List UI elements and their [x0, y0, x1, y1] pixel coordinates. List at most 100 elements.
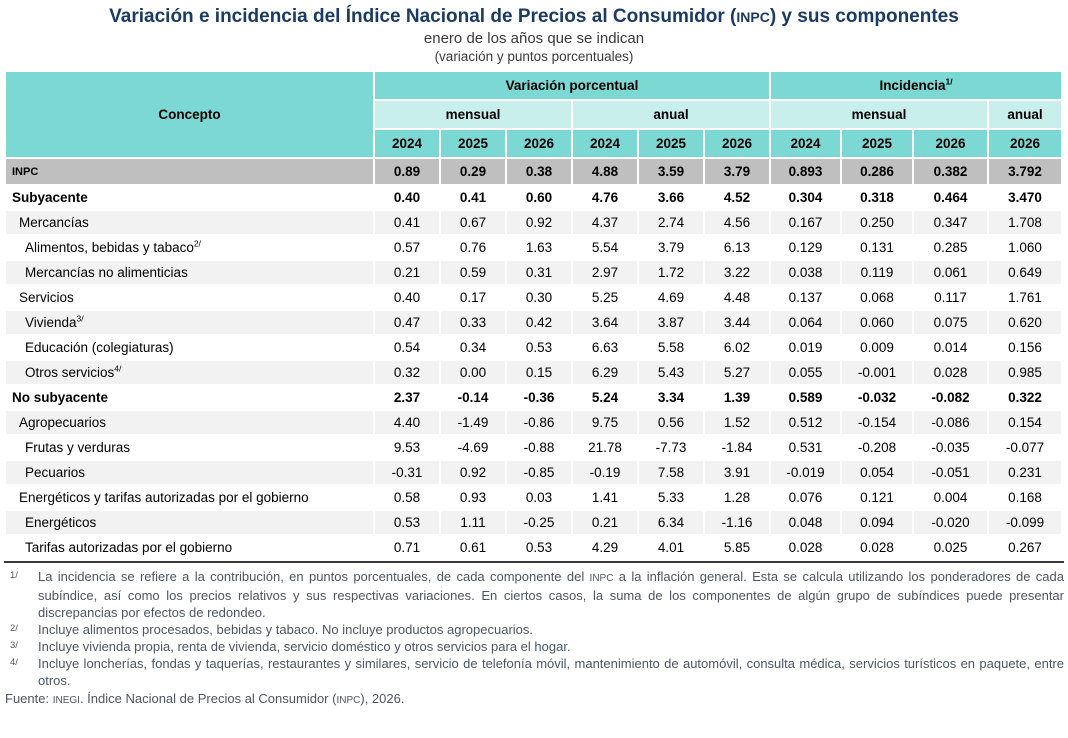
header-mensual-incidencia: mensual [771, 101, 987, 128]
cell-value: -0.051 [914, 461, 987, 484]
subtitle-period: enero de los años que se indican [423, 30, 645, 47]
cell-value: 0.29 [441, 159, 505, 184]
cell-value: 0.028 [914, 361, 987, 384]
cell-value: 0.131 [842, 236, 912, 259]
cell-value: 5.85 [705, 536, 769, 559]
cell-value: 0.34 [441, 336, 505, 359]
cell-value: 21.78 [573, 436, 637, 459]
cell-value: 1.708 [989, 211, 1061, 234]
cell-value: 0.33 [441, 311, 505, 334]
cell-value: -0.082 [914, 386, 987, 409]
cell-value: -0.86 [507, 411, 571, 434]
cell-value: 0.038 [771, 261, 840, 284]
cell-value: -0.88 [507, 436, 571, 459]
header-year: 2024 [375, 130, 439, 157]
header-year: 2025 [639, 130, 703, 157]
cell-value: 0.137 [771, 286, 840, 309]
cell-value: -1.16 [705, 511, 769, 534]
cell-value: 7.58 [639, 461, 703, 484]
cell-value: -0.85 [507, 461, 571, 484]
header-variacion-label: Variación porcentual [505, 78, 639, 93]
title-text-end: ) y sus componentes [769, 6, 959, 27]
header-year: 2026 [705, 130, 769, 157]
cell-value: 4.69 [639, 286, 703, 309]
table-row-vivienda: Vivienda3/ 0.47 0.33 0.42 3.64 3.87 3.44… [6, 311, 1061, 334]
cell-value: 0.56 [639, 411, 703, 434]
row-label: Vivienda [25, 315, 77, 330]
cell-value: 0.57 [375, 236, 439, 259]
cell-value: -0.154 [842, 411, 912, 434]
cell-value: 6.29 [573, 361, 637, 384]
cell-value: 1.060 [989, 236, 1061, 259]
cell-value: 3.34 [639, 386, 703, 409]
cell-value: 3.59 [639, 159, 703, 184]
cell-value: 0.47 [375, 311, 439, 334]
cell-value: 1.761 [989, 286, 1061, 309]
header-subgroup-row: mensual anual mensual anual [6, 101, 1061, 128]
cell-value: 0.531 [771, 436, 840, 459]
footnote-2: 2/Incluye alimentos procesados, bebidas … [4, 621, 1064, 638]
table-row-servicios: Servicios 0.40 0.17 0.30 5.25 4.69 4.48 … [6, 286, 1061, 309]
source-line: Fuente: INEGI. Índice Nacional de Precio… [4, 690, 1064, 709]
cell-value: 3.64 [573, 311, 637, 334]
cell-value: 0.048 [771, 511, 840, 534]
cell-value: 0.347 [914, 211, 987, 234]
cell-value: 0.464 [914, 186, 987, 209]
row-label: Tarifas autorizadas por el gobierno [25, 540, 233, 555]
cell-value: -0.099 [989, 511, 1061, 534]
cell-value: 0.094 [842, 511, 912, 534]
table-row-no-subyacente: No subyacente 2.37 -0.14 -0.36 5.24 3.34… [6, 386, 1061, 409]
table-row-energeticos: Energéticos 0.53 1.11 -0.25 0.21 6.34 -1… [6, 511, 1061, 534]
cell-value: 3.792 [989, 159, 1061, 184]
footnote-2-text: Incluye alimentos procesados, bebidas y … [38, 622, 534, 637]
cell-value: 0.71 [375, 536, 439, 559]
cell-value: 6.63 [573, 336, 637, 359]
title-acronym-inpc: INPC [736, 9, 770, 25]
cell-value: 0.119 [842, 261, 912, 284]
row-label: Pecuarios [25, 465, 86, 480]
cell-value: -0.035 [914, 436, 987, 459]
cell-value: 0.93 [441, 486, 505, 509]
cell-value: 5.27 [705, 361, 769, 384]
footnote-3-marker: 3/ [10, 640, 18, 651]
table-row-inpc: INPC 0.89 0.29 0.38 4.88 3.59 3.79 0.893… [6, 159, 1061, 184]
cell-value: 3.91 [705, 461, 769, 484]
row-label: INPC [12, 166, 39, 178]
cell-value: 0.32 [375, 361, 439, 384]
cell-value: 0.382 [914, 159, 987, 184]
cell-value: 0.58 [375, 486, 439, 509]
source-text: . Índice Nacional de Precios al Consumid… [79, 691, 337, 706]
cell-value: 1.72 [639, 261, 703, 284]
cell-value: 0.286 [842, 159, 912, 184]
table-row-educacion: Educación (colegiaturas) 0.54 0.34 0.53 … [6, 336, 1061, 359]
cell-value: 0.60 [507, 186, 571, 209]
cell-value: 0.31 [507, 261, 571, 284]
cell-value: 5.58 [639, 336, 703, 359]
header-year: 2024 [771, 130, 840, 157]
cell-value: 0.893 [771, 159, 840, 184]
cell-value: 0.167 [771, 211, 840, 234]
cell-value: -0.086 [914, 411, 987, 434]
cell-value: -0.032 [842, 386, 912, 409]
cell-value: 0.76 [441, 236, 505, 259]
cell-value: 0.028 [842, 536, 912, 559]
cell-value: 0.00 [441, 361, 505, 384]
header-variacion-porcentual: Variación porcentual [375, 72, 769, 99]
row-label: Alimentos, bebidas y tabaco [25, 240, 194, 255]
cell-value: -4.69 [441, 436, 505, 459]
table-row-alimentos: Alimentos, bebidas y tabaco2/ 0.57 0.76 … [6, 236, 1061, 259]
row-footnote-ref: 2/ [193, 238, 201, 249]
cell-value: 0.285 [914, 236, 987, 259]
footnote-1-text: La incidencia se refiere a la contribuci… [38, 569, 590, 584]
header-year-row: 2024 2025 2026 2024 2025 2026 2024 2025 … [6, 130, 1061, 157]
cell-value: 1.63 [507, 236, 571, 259]
header-year: 2026 [507, 130, 571, 157]
cell-value: 0.117 [914, 286, 987, 309]
row-label: No subyacente [12, 390, 109, 405]
cell-value: 4.40 [375, 411, 439, 434]
row-footnote-ref: 4/ [114, 363, 122, 374]
cell-value: 9.75 [573, 411, 637, 434]
cell-value: 1.41 [573, 486, 637, 509]
header-year: 2025 [441, 130, 505, 157]
inpc-table-wrapper: Concepto Variación porcentual Incidencia… [4, 70, 1064, 563]
